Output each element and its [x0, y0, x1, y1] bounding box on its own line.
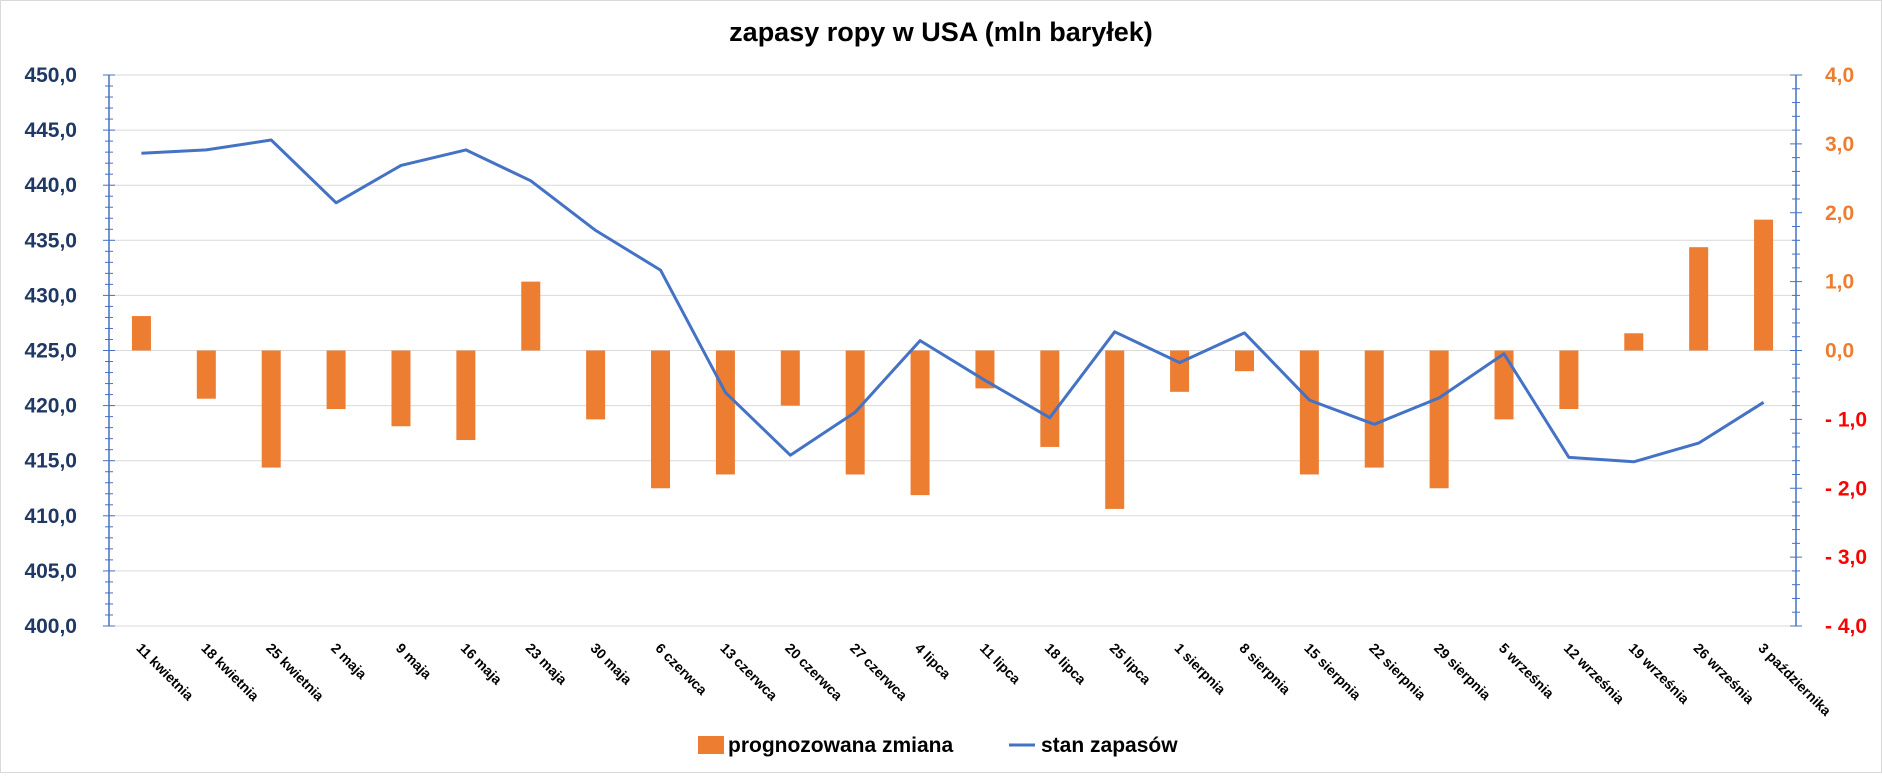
x-tick-label: 15 sierpnia — [1301, 640, 1364, 703]
bar — [1754, 219, 1774, 351]
legend-swatch-bar — [698, 736, 724, 754]
bar — [1234, 350, 1254, 372]
x-tick-label: 5 września — [1496, 640, 1558, 702]
x-tick-label: 11 kwietnia — [133, 640, 197, 704]
bar — [1429, 350, 1449, 489]
x-tick-label: 3 października — [1755, 640, 1834, 719]
bar — [586, 350, 606, 420]
bar — [1494, 350, 1514, 420]
x-tick-label: 2 maja — [328, 640, 370, 682]
x-axis-ticks: 11 kwietnia 18 kwietnia 25 kwietnia 2 maja 9… — [133, 640, 1834, 719]
x-tick-label: 22 sierpnia — [1366, 640, 1429, 703]
left-tick-label: 450,0 — [24, 64, 77, 87]
bar — [521, 281, 541, 351]
x-tick-label: 30 maja — [588, 640, 636, 688]
right-tick-label: - 3,0 — [1825, 546, 1867, 569]
left-tick-label: 425,0 — [24, 340, 77, 363]
right-tick-label: 4,0 — [1825, 64, 1854, 87]
x-tick-label: 29 sierpnia — [1431, 640, 1494, 703]
left-tick-label: 405,0 — [24, 560, 77, 583]
x-tick-label: 18 lipca — [1042, 640, 1090, 688]
x-tick-label: 25 lipca — [1107, 640, 1155, 688]
left-tick-label: 440,0 — [24, 174, 77, 197]
right-tick-label: - 1,0 — [1825, 408, 1867, 431]
bar — [131, 316, 151, 351]
bar — [1364, 350, 1384, 468]
right-tick-label: 3,0 — [1825, 133, 1854, 156]
x-tick-label: 11 lipca — [977, 640, 1024, 687]
left-tick-label: 445,0 — [24, 119, 77, 142]
left-axis-ticks: 400,0 405,0 410,0 415,0 420,0 425,0 430,0 435,0… — [24, 64, 77, 638]
bar — [391, 350, 411, 427]
x-tick-label: 4 lipca — [912, 640, 954, 682]
bar — [651, 350, 671, 489]
bar — [1689, 247, 1709, 351]
legend: prognozowana zmiana stan zapasów — [698, 734, 1178, 757]
right-tick-label: 0,0 — [1825, 340, 1854, 363]
x-tick-label: 25 kwietnia — [263, 640, 327, 704]
left-tick-label: 430,0 — [24, 284, 77, 307]
x-tick-label: 20 czerwca — [782, 640, 846, 704]
x-tick-label: 23 maja — [523, 640, 571, 688]
right-tick-label: - 4,0 — [1825, 615, 1867, 638]
x-tick-label: 6 czerwca — [652, 640, 710, 698]
legend-label-line: stan zapasów — [1041, 734, 1178, 757]
left-tick-label: 410,0 — [24, 505, 77, 528]
bar — [1040, 350, 1060, 447]
bar — [910, 350, 930, 496]
left-tick-label: 415,0 — [24, 450, 77, 473]
x-tick-label: 12 września — [1561, 640, 1628, 707]
bar-series — [131, 219, 1774, 509]
bar — [715, 350, 735, 475]
bar — [326, 350, 346, 410]
x-tick-label: 16 maja — [458, 640, 506, 688]
bar — [1624, 333, 1644, 351]
right-tick-label: - 2,0 — [1825, 477, 1867, 500]
left-tick-label: 435,0 — [24, 229, 77, 252]
x-tick-label: 19 września — [1626, 640, 1693, 707]
legend-label-bar: prognozowana zmiana — [728, 734, 954, 757]
axes — [103, 74, 1802, 627]
bar — [1105, 350, 1125, 509]
bar — [196, 350, 216, 399]
bar — [1559, 350, 1579, 410]
left-tick-label: 420,0 — [24, 395, 77, 418]
line-path — [141, 138, 1765, 464]
x-tick-label: 1 sierpnia — [1171, 640, 1229, 698]
right-tick-label: 1,0 — [1825, 271, 1854, 294]
x-tick-label: 9 maja — [393, 640, 435, 682]
x-tick-label: 27 czerwca — [847, 640, 911, 704]
x-tick-label: 13 czerwca — [717, 640, 781, 704]
bar — [780, 350, 800, 406]
line-series — [141, 138, 1765, 464]
bar — [1299, 350, 1319, 475]
x-tick-label: 18 kwietnia — [198, 640, 262, 704]
left-tick-label: 400,0 — [24, 615, 77, 638]
right-axis-ticks: - 4,0 - 3,0 - 2,0 - 1,0 0,0 1,0 2,0 3,0 4,0 — [1825, 64, 1867, 638]
x-tick-label: 26 września — [1691, 640, 1758, 707]
chart-title: zapasy ropy w USA (mln baryłek) — [729, 17, 1153, 47]
right-tick-label: 2,0 — [1825, 202, 1854, 225]
bar — [456, 350, 476, 441]
x-tick-label: 8 sierpnia — [1236, 640, 1294, 698]
gridlines — [109, 74, 1796, 572]
bar — [261, 350, 281, 468]
bar — [1170, 350, 1190, 392]
